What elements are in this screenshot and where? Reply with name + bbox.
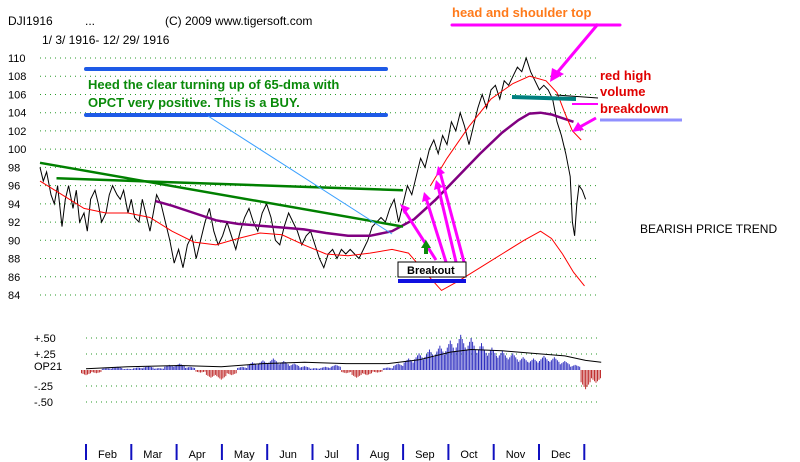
series-upper-band (430, 75, 582, 186)
series-price-high-low (39, 56, 587, 270)
month-label-may: May (234, 449, 255, 461)
heed-text-line2: OPCT very positive. This is a BUY. (88, 95, 300, 110)
month-label-feb: Feb (98, 449, 117, 461)
bearish-trend-text: BEARISH PRICE TREND (640, 222, 777, 236)
osc-line (85, 348, 602, 370)
symbol-label: DJI1916 (8, 14, 53, 28)
red-high-text: red high (600, 68, 651, 83)
price-tick-label: 100 (8, 144, 26, 156)
price-tick-label: 92 (8, 217, 20, 229)
price-tick-label: 106 (8, 89, 26, 101)
osc-tick-label: +.25 (34, 349, 56, 361)
heed-text-line1: Heed the clear turning up of 65-dma with (88, 77, 339, 92)
price-tick-label: 108 (8, 71, 26, 83)
breakout-arrow-4 (438, 171, 466, 263)
price-tick-label: 90 (8, 235, 20, 247)
header-dots: ... (85, 14, 95, 28)
head-shoulder-text: head and shoulder top (452, 5, 591, 20)
month-label-jul: Jul (325, 449, 339, 461)
month-label-sep: Sep (415, 449, 435, 461)
osc-tick-label: -.25 (34, 381, 53, 393)
neckline (511, 95, 577, 101)
series-trendline-flat (56, 177, 404, 192)
osc-tick-label: +.50 (34, 333, 56, 345)
price-tick-label: 110 (8, 53, 26, 65)
osc-ylabel: OP21 (34, 361, 62, 373)
date-range-label: 1/ 3/ 1916- 12/ 29/ 1916 (42, 33, 170, 47)
breakout-arrowhead-2 (422, 192, 431, 202)
price-tick-label: 96 (8, 181, 20, 193)
breakdown-arrowhead (572, 122, 584, 132)
month-label-aug: Aug (370, 449, 390, 461)
volume-text: volume (600, 84, 646, 99)
breakout-arrow-3 (436, 185, 458, 263)
month-label-dec: Dec (551, 449, 571, 461)
breakout-arrowhead-3 (434, 180, 443, 190)
price-series (39, 56, 587, 292)
series-lower-band (39, 180, 585, 292)
heed-pointer-line (207, 115, 393, 235)
price-tick-label: 104 (8, 108, 26, 120)
price-grid (40, 57, 600, 296)
breakout-arrows (400, 166, 466, 263)
month-label-mar: Mar (143, 449, 162, 461)
price-ticks: 110 108 106 104 102 100 98 96 94 92 90 88 86 84 (8, 53, 26, 302)
breakout-label: Breakout (407, 265, 455, 277)
head-shoulder-arrow (554, 23, 600, 75)
neckline-extension (555, 94, 599, 99)
osc-tick-label: -.50 (34, 397, 53, 409)
series-65-dma (155, 111, 574, 238)
breakout-arrow-1 (402, 209, 438, 261)
breakout-box (397, 261, 467, 278)
copyright-label: (C) 2009 www.tigersoft.com (165, 14, 312, 28)
price-tick-label: 88 (8, 254, 20, 266)
breakdown-text: breakdown (600, 101, 669, 116)
breakout-arrowhead-4 (436, 166, 445, 176)
month-axis: Feb Mar Apr May Jun Jul Aug Sep Oct Nov Dec (85, 444, 586, 461)
osc-bars (81, 334, 601, 390)
osc-line (85, 348, 602, 370)
month-label-jun: Jun (279, 449, 297, 461)
price-tick-label: 98 (8, 162, 20, 174)
month-label-oct: Oct (460, 449, 477, 461)
osc-ticks: +.50 +.25 -.25 -.50 (34, 333, 56, 409)
head-shoulder-arrowhead (550, 68, 564, 82)
green-up-arrow (421, 240, 431, 254)
price-tick-label: 84 (8, 290, 20, 302)
month-label-apr: Apr (189, 449, 206, 461)
osc-grid (86, 337, 600, 403)
price-tick-label: 102 (8, 126, 26, 138)
month-label-nov: Nov (506, 449, 526, 461)
series-trendline-descending (39, 161, 404, 228)
breakout-arrowhead-1 (400, 204, 410, 214)
breakout-arrow-2 (424, 197, 448, 263)
price-tick-label: 94 (8, 199, 20, 211)
price-tick-label: 86 (8, 272, 20, 284)
